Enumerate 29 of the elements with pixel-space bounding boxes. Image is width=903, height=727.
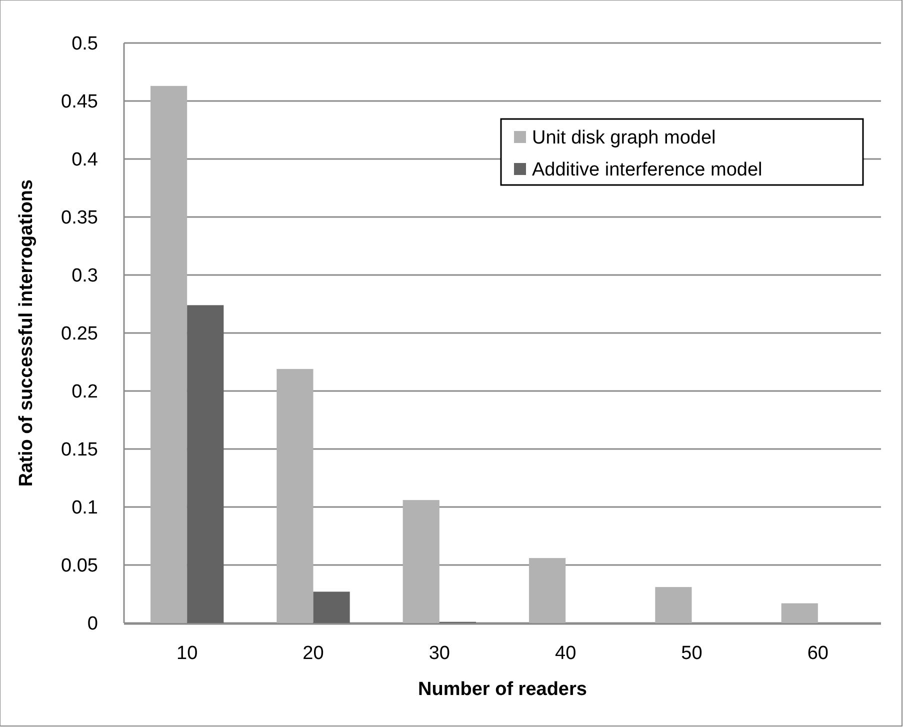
bar <box>402 500 440 623</box>
y-tick-label: 0.15 <box>61 440 98 461</box>
y-tick-label: 0.25 <box>61 324 98 345</box>
y-tick-label: 0.45 <box>61 92 98 113</box>
y-axis-title: Ratio of successful interrogations <box>16 179 37 487</box>
y-tick-label: 0 <box>87 614 98 635</box>
bar <box>313 592 350 623</box>
bar <box>187 305 224 623</box>
y-tick-label: 0.35 <box>61 208 98 229</box>
x-tick-label: 40 <box>555 643 576 664</box>
bar <box>655 587 692 623</box>
y-tick-label: 0.05 <box>61 556 98 577</box>
legend-label: Unit disk graph model <box>532 128 716 149</box>
y-tick-label: 0.3 <box>72 266 98 287</box>
x-tick-label: 20 <box>302 643 324 664</box>
y-tick-label: 0.2 <box>72 382 98 403</box>
bar <box>528 558 566 623</box>
y-tick-label: 0.4 <box>72 150 98 171</box>
x-tick-label: 30 <box>428 643 450 664</box>
legend-label: Additive interference model <box>532 160 762 181</box>
y-tick-label: 0.1 <box>72 498 98 519</box>
y-tick-label: 0.5 <box>72 34 98 55</box>
bar <box>150 86 188 623</box>
bar <box>781 603 818 623</box>
x-axis-title: Number of readers <box>418 679 587 700</box>
x-tick-label: 60 <box>807 643 828 664</box>
bar <box>276 368 314 623</box>
x-tick-label: 10 <box>176 643 198 664</box>
x-tick-label: 50 <box>681 643 702 664</box>
